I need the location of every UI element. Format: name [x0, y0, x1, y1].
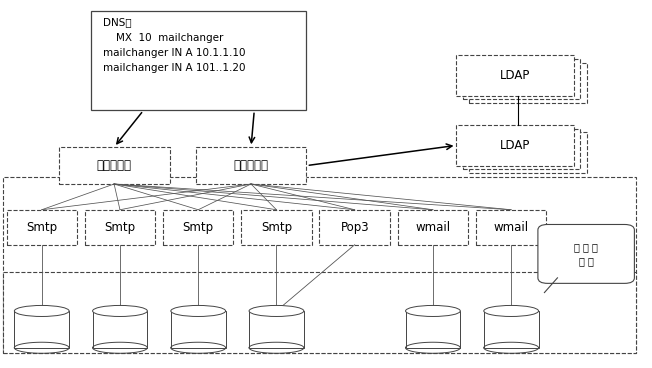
Ellipse shape [249, 305, 304, 316]
Bar [163, 210, 233, 245]
Ellipse shape [484, 305, 539, 316]
Polygon shape [249, 311, 304, 348]
Bar [59, 147, 170, 184]
Bar [469, 63, 587, 103]
Polygon shape [171, 311, 226, 348]
Ellipse shape [406, 305, 460, 316]
Bar [456, 125, 574, 166]
Bar [398, 210, 468, 245]
Polygon shape [406, 311, 460, 348]
Text: 邮件交换器: 邮件交换器 [96, 159, 132, 172]
Bar [7, 210, 77, 245]
Text: Smtp: Smtp [261, 221, 292, 234]
Bar [463, 129, 580, 169]
Bar [196, 147, 306, 184]
Text: LDAP: LDAP [500, 69, 530, 82]
Bar [476, 210, 546, 245]
Text: 邮件交换器: 邮件交换器 [233, 159, 269, 172]
Text: LDAP: LDAP [500, 139, 530, 152]
Text: wmail: wmail [494, 221, 529, 234]
Ellipse shape [171, 305, 226, 316]
Bar [3, 177, 636, 353]
Bar [3, 272, 636, 353]
Text: wmail: wmail [415, 221, 451, 234]
Text: Pop3: Pop3 [340, 221, 369, 234]
Text: Smtp: Smtp [26, 221, 57, 234]
Bar [463, 59, 580, 99]
Text: Smtp: Smtp [183, 221, 214, 234]
Bar [456, 55, 574, 96]
Text: 存 储 服
务 器: 存 储 服 务 器 [574, 242, 598, 266]
Text: DNS：
    MX  10  mailchanger
mailchanger IN A 10.1.1.10
mailchanger IN A 101..1.: DNS： MX 10 mailchanger mailchanger IN A … [103, 18, 246, 73]
Bar [469, 132, 587, 173]
Polygon shape [484, 311, 539, 348]
Polygon shape [14, 311, 69, 348]
Ellipse shape [93, 305, 147, 316]
Bar [85, 210, 155, 245]
FancyBboxPatch shape [538, 224, 634, 283]
Polygon shape [93, 311, 147, 348]
Ellipse shape [14, 305, 69, 316]
Text: Smtp: Smtp [104, 221, 136, 234]
Bar [319, 210, 390, 245]
Bar [91, 11, 306, 110]
Bar [241, 210, 312, 245]
